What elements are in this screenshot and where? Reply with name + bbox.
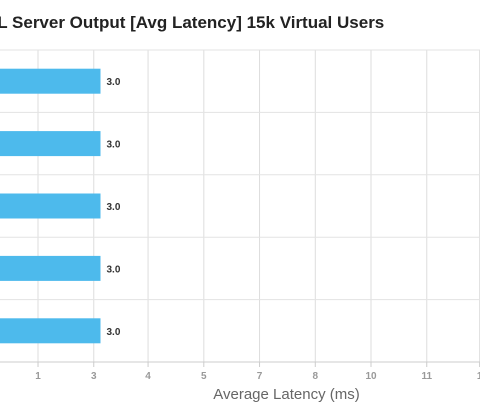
data-label: 3.0: [107, 140, 121, 151]
data-label: 3.0: [107, 77, 121, 88]
x-tick-label: 5: [201, 371, 207, 382]
bar: [0, 193, 101, 219]
chart-title: QL Server Output [Avg Latency] 15k Virtu…: [0, 13, 385, 32]
x-tick-label: 10: [365, 371, 377, 382]
bar: [0, 255, 101, 281]
x-tick-label: 1: [35, 371, 41, 382]
bar: [0, 131, 101, 157]
x-tick-label: 1: [477, 371, 480, 382]
bar: [0, 68, 101, 94]
bar: [0, 318, 101, 344]
data-label: 3.0: [107, 264, 121, 275]
x-tick-label: 7: [257, 371, 263, 382]
x-axis-label: Average Latency (ms): [213, 386, 360, 403]
data-label: 3.0: [107, 327, 121, 338]
x-tick-label: 11: [421, 371, 432, 382]
x-tick-label: 8: [312, 371, 318, 382]
x-tick-label: 4: [145, 371, 151, 382]
data-label: 3.0: [107, 202, 121, 213]
x-tick-label: 3: [91, 371, 97, 382]
